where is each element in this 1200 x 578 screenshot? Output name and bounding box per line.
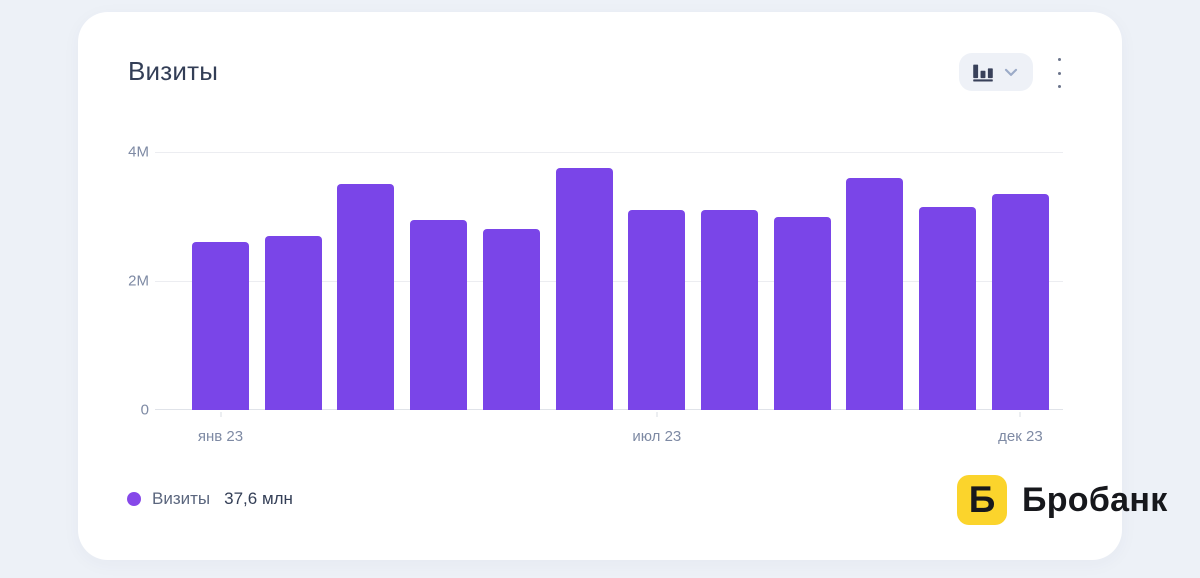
x-tick-mark <box>220 412 221 417</box>
y-tick-label-4m: 4M <box>128 143 149 161</box>
bar-month-9[interactable] <box>773 216 831 410</box>
bar-month-7[interactable] <box>628 210 686 410</box>
gridline-4m <box>155 152 1063 153</box>
x-tick-mark <box>1019 412 1021 417</box>
bar-month-2[interactable] <box>264 235 322 410</box>
x-tick-label: янв 23 <box>197 428 244 445</box>
chart-type-selector[interactable] <box>959 53 1033 91</box>
bar-month-11[interactable] <box>919 206 977 410</box>
y-tick-label-zero: 0 <box>140 401 149 419</box>
bar-month-6[interactable] <box>555 168 613 410</box>
bars-container <box>155 152 1063 410</box>
legend-item-visits[interactable]: Визиты 37,6 млн <box>127 489 293 509</box>
bar-month-3[interactable] <box>337 184 395 410</box>
legend-dot <box>127 492 141 506</box>
bar-month-4[interactable] <box>410 219 468 410</box>
x-tick-mark <box>656 412 658 417</box>
widget-title: Визиты <box>128 56 219 86</box>
brobank-logo-mark: Б <box>957 475 1007 525</box>
y-tick-label-2m: 2M <box>128 272 149 290</box>
brobank-brand-text: Бробанк <box>1022 481 1168 519</box>
visits-widget-card: Визиты 4M 2M <box>78 12 1122 560</box>
x-tick-label: июл 23 <box>632 428 682 445</box>
x-axis: янв 23 июл 23 дек 23 <box>155 410 1063 450</box>
bar-month-5[interactable] <box>482 229 540 410</box>
bar-month-8[interactable] <box>701 210 759 410</box>
brobank-watermark: Б Бробанк <box>957 475 1168 525</box>
legend-total-value: 37,6 млн <box>224 489 293 508</box>
bar-month-10[interactable] <box>846 177 904 410</box>
x-tick-label: дек 23 <box>998 428 1043 445</box>
bar-chart-icon <box>972 61 994 83</box>
bar-month-1[interactable] <box>192 242 249 410</box>
bar-month-12[interactable] <box>991 193 1049 410</box>
kebab-menu-icon[interactable] <box>1048 56 1070 90</box>
bar-chart: 4M 2M 0 янв 23 июл 23 дек 23 <box>128 144 1063 445</box>
legend-label: Визиты <box>152 489 211 508</box>
chevron-down-icon <box>1001 62 1021 82</box>
